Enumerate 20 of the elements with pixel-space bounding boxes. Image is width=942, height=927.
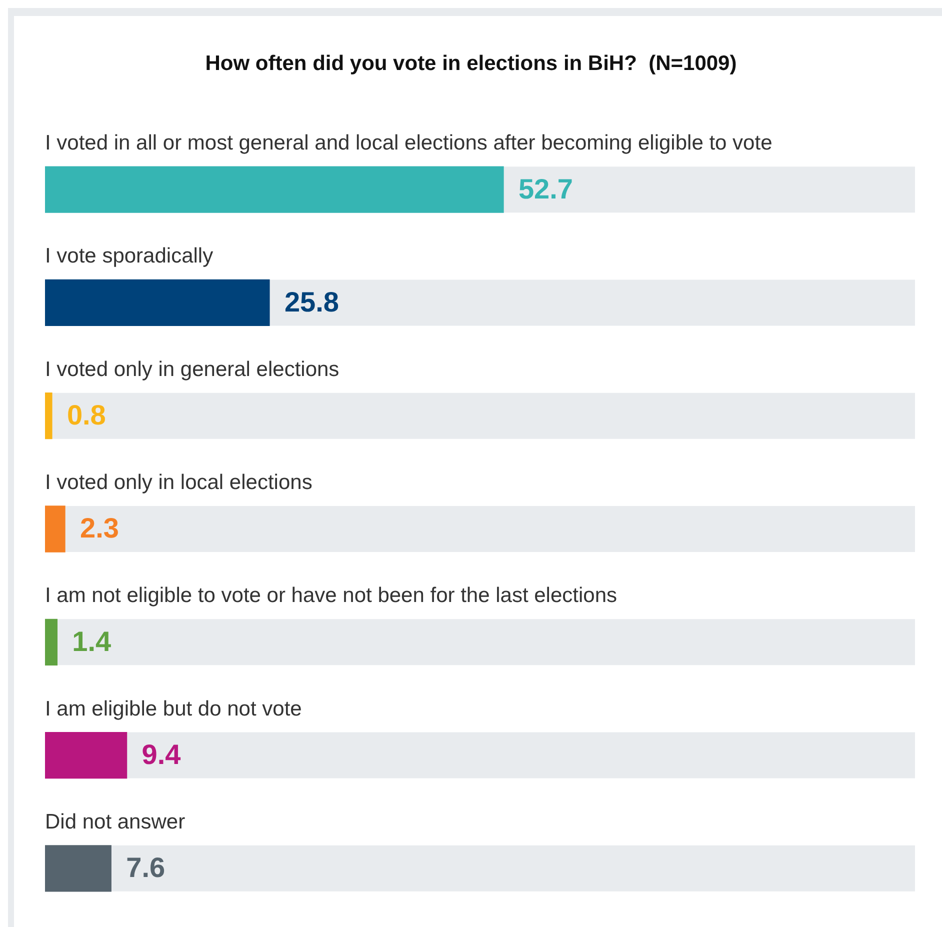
chart-title: How often did you vote in elections in BiH? (N=1009)	[204, 52, 738, 76]
data-label: 2.3	[80, 512, 119, 544]
y-tick-label: I voted only in general elections	[45, 358, 340, 381]
y-tick-label: I am not eligible to vote or have not been for the last elections	[45, 584, 618, 608]
data-label: 52.7	[518, 173, 573, 204]
y-tick-label: I am eligible but do not vote	[45, 697, 302, 720]
y-tick-label: I vote sporadically	[45, 244, 214, 268]
bar	[45, 845, 112, 892]
y-tick-label: I voted only in local elections	[45, 471, 312, 494]
bar	[45, 506, 66, 552]
bar	[45, 392, 52, 440]
data-label: 25.8	[284, 286, 339, 318]
data-label: 9.4	[142, 739, 182, 770]
bar	[45, 618, 58, 666]
bar	[45, 732, 128, 779]
y-tick-label: I voted in all or most general and local elections after becoming eligible to vote	[45, 132, 772, 155]
data-label: 7.6	[126, 852, 166, 884]
data-label: 0.8	[66, 400, 106, 431]
y-tick-label: Did not answer	[45, 810, 186, 834]
data-label: 1.4	[72, 626, 112, 657]
